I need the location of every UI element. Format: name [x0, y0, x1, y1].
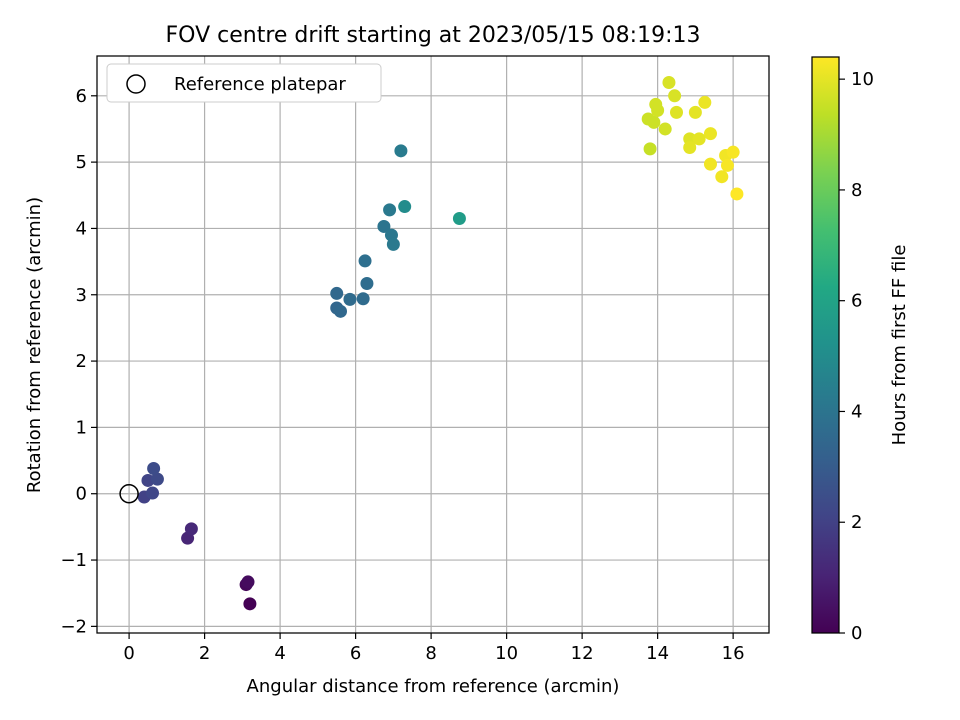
data-point — [330, 286, 344, 300]
data-point — [703, 127, 717, 141]
y-tick-label: 5 — [76, 152, 87, 173]
data-point — [184, 522, 198, 536]
data-point — [241, 575, 255, 589]
data-point — [730, 187, 744, 201]
data-point — [698, 95, 712, 109]
y-axis-ticks: −2 −1 0 1 2 3 4 5 6 — [60, 86, 97, 637]
colorbar-tick-label: 10 — [851, 69, 874, 90]
colorbar-tick-label: 2 — [851, 512, 862, 533]
y-tick-label: −1 — [60, 550, 87, 571]
data-point — [343, 292, 357, 306]
colorbar-tick-label: 4 — [851, 401, 862, 422]
data-point — [394, 144, 408, 158]
colorbar — [811, 56, 840, 634]
data-point — [683, 141, 697, 155]
data-point — [703, 157, 717, 171]
data-point — [720, 158, 734, 172]
data-point — [647, 115, 661, 129]
reference-marker — [119, 483, 139, 504]
legend: Reference platepar — [106, 63, 382, 103]
data-point — [692, 132, 706, 146]
colorbar-tick-label: 8 — [851, 180, 862, 201]
colorbar-tick-label: 6 — [851, 291, 862, 312]
colorbar-label: Hours from first FF file — [889, 245, 910, 446]
y-tick-label: 3 — [76, 285, 87, 306]
y-tick-label: 2 — [76, 351, 87, 372]
data-point — [668, 89, 682, 103]
y-tick-label: 0 — [76, 484, 87, 505]
x-tick-label: 8 — [425, 643, 436, 664]
data-point — [147, 462, 161, 476]
data-point — [377, 219, 391, 233]
x-tick-label: 14 — [646, 643, 669, 664]
data-point — [145, 486, 159, 500]
data-point — [452, 211, 466, 225]
data-point — [688, 105, 702, 119]
legend-marker-reference — [126, 74, 146, 94]
data-point — [356, 292, 370, 306]
data-point — [358, 254, 372, 268]
plot-frame — [96, 55, 770, 634]
data-point — [243, 597, 257, 611]
y-tick-label: 1 — [76, 417, 87, 438]
x-tick-label: 16 — [722, 643, 745, 664]
data-point — [360, 276, 374, 290]
data-point — [398, 200, 412, 214]
legend-box — [106, 63, 382, 103]
colorbar-tick-label: 0 — [851, 623, 862, 644]
x-axis-label: Angular distance from reference (arcmin) — [247, 676, 620, 697]
data-point — [651, 103, 665, 117]
data-point — [150, 472, 164, 486]
chart-title: FOV centre drift starting at 2023/05/15 … — [166, 23, 701, 48]
data-point — [334, 304, 348, 318]
scatter-points — [137, 76, 744, 611]
y-tick-label: 6 — [76, 86, 87, 107]
data-point — [715, 170, 729, 184]
legend-label-reference: Reference platepar — [174, 74, 346, 95]
x-tick-label: 2 — [199, 643, 210, 664]
data-point — [662, 76, 676, 90]
data-point — [726, 145, 740, 159]
data-point — [670, 105, 684, 119]
x-tick-label: 6 — [350, 643, 361, 664]
y-tick-label: 4 — [76, 218, 87, 239]
x-axis-ticks: 0 2 4 6 8 10 12 14 16 — [123, 633, 745, 664]
data-point — [658, 122, 672, 136]
x-tick-label: 0 — [123, 643, 134, 664]
y-axis-label: Rotation from reference (arcmin) — [24, 197, 45, 493]
x-tick-label: 12 — [571, 643, 594, 664]
data-point — [643, 142, 657, 156]
colorbar-ticks: 0 2 4 6 8 10 — [839, 69, 874, 644]
data-point — [386, 237, 400, 251]
y-tick-label: −2 — [60, 616, 87, 637]
data-point — [383, 203, 397, 217]
x-tick-label: 10 — [495, 643, 518, 664]
x-tick-label: 4 — [274, 643, 285, 664]
grid — [97, 56, 769, 633]
